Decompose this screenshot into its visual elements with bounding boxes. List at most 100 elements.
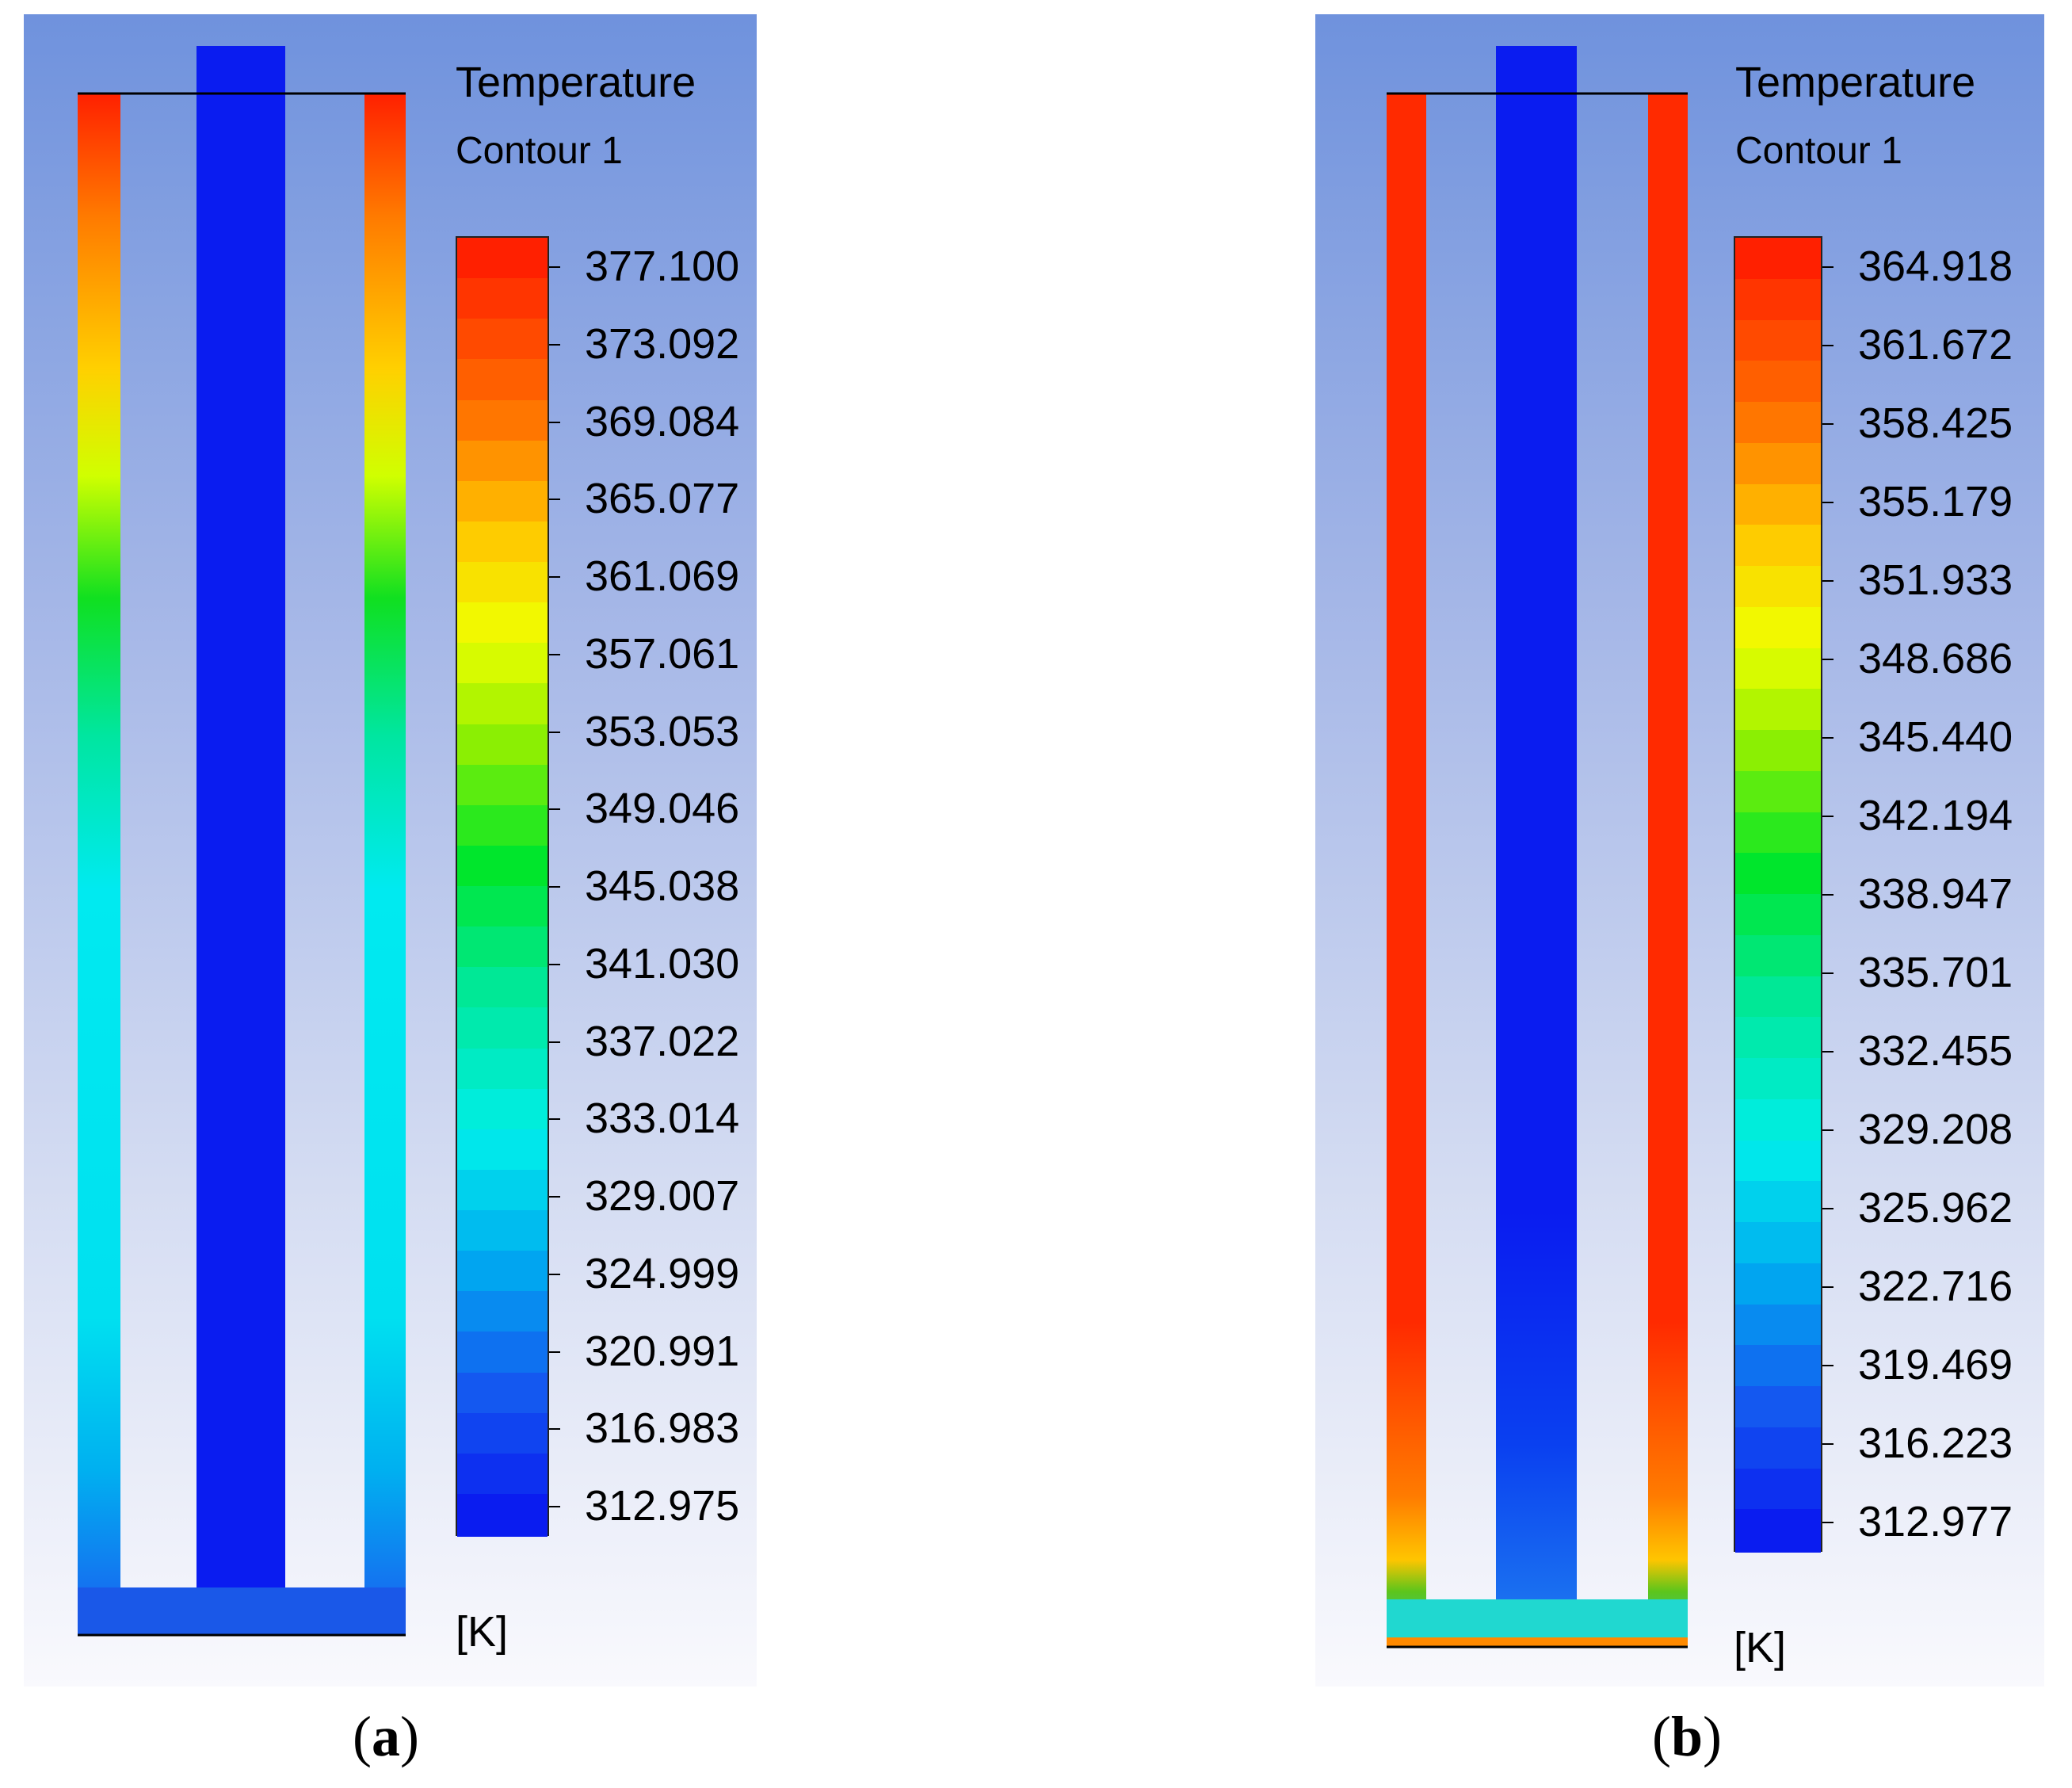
colorbar-band	[1735, 1222, 1821, 1266]
colorbar-band	[1735, 770, 1821, 815]
colorbar-tick-label: 369.084	[585, 397, 740, 445]
colorbar-tick-label: 338.947	[1858, 870, 2013, 918]
colorbar-tick-mark	[549, 808, 560, 811]
colorbar-band	[457, 886, 548, 930]
colorbar-band	[1735, 1427, 1821, 1471]
colorbar-tick-label: 361.069	[585, 552, 740, 600]
colorbar-tick-mark	[549, 963, 560, 965]
colorbar-tick-label: 335.701	[1858, 949, 2013, 996]
colorbar-band	[1735, 1304, 1821, 1348]
colorbar-tick-mark	[549, 499, 560, 501]
colorbar-tick-mark	[1822, 266, 1834, 268]
colorbar-tick-mark	[1822, 894, 1834, 896]
colorbar-tick-label: 324.999	[585, 1249, 740, 1297]
colorbar-band	[457, 1251, 548, 1294]
colorbar-tick-mark	[1822, 737, 1834, 739]
colorbar-tick-label: 358.425	[1858, 399, 2013, 447]
colorbar-b	[1734, 236, 1822, 1553]
right-wall-a	[364, 94, 406, 1623]
colorbar-tick-mark	[1822, 502, 1834, 503]
colorbar-band	[457, 359, 548, 403]
colorbar-tick-mark	[1822, 816, 1834, 817]
colorbar-band	[1735, 361, 1821, 405]
colorbar-band	[457, 602, 548, 646]
colorbar-band	[1735, 730, 1821, 774]
colorbar-band	[457, 683, 548, 727]
colorbar-tick-mark	[549, 1273, 560, 1275]
colorbar-band	[457, 1210, 548, 1254]
colorbar-band	[1735, 238, 1821, 282]
colorbar-tick-label: 365.077	[585, 475, 740, 523]
colorbar-band	[457, 845, 548, 889]
colorbar-band	[457, 521, 548, 565]
colorbar-band	[457, 1291, 548, 1335]
colorbar-tick-mark	[1822, 972, 1834, 974]
colorbar-tick-label: 364.918	[1858, 243, 2013, 290]
colorbar-band	[1735, 894, 1821, 938]
colorbar-tick-label: 329.007	[585, 1172, 740, 1220]
colorbar-band	[457, 1169, 548, 1213]
colorbar-band	[1735, 1140, 1821, 1184]
contour-panel-b: Temperature Contour 1 364.918 361.672 358.…	[1315, 14, 2044, 1687]
colorbar-band	[1735, 1098, 1821, 1143]
colorbar-band	[457, 1412, 548, 1457]
colorbar-band	[457, 724, 548, 767]
colorbar-tick-label: 345.038	[585, 862, 740, 910]
colorbar-band	[1735, 606, 1821, 651]
colorbar-band	[457, 643, 548, 686]
colorbar-tick-label: 373.092	[585, 319, 740, 368]
colorbar-tick-mark	[549, 1041, 560, 1043]
colorbar-tick-label: 361.672	[1858, 321, 2013, 369]
colorbar-tick-label: 355.179	[1858, 478, 2013, 525]
colorbar-tick-mark	[1822, 659, 1834, 660]
contour-panel-a: Temperature Contour 1 377.100 373.092 369.…	[24, 14, 757, 1687]
colorbar-tick-label: 377.100	[585, 243, 740, 290]
colorbar-band	[1735, 1181, 1821, 1225]
colorbar-band	[457, 278, 548, 322]
colorbar-tick-label: 319.469	[1858, 1341, 2013, 1389]
colorbar-tick-mark	[1822, 1051, 1834, 1053]
colorbar-band	[457, 480, 548, 525]
colorbar-tick-label: 345.440	[1858, 713, 2013, 761]
colorbar-tick-label: 349.046	[585, 785, 740, 833]
colorbar-tick-label: 333.014	[585, 1095, 740, 1143]
colorbar-band	[457, 440, 548, 484]
colorbar-band	[1735, 1017, 1821, 1061]
rod-b	[1496, 46, 1577, 1599]
caption-a: (a)	[353, 1705, 419, 1768]
colorbar-tick-label: 341.030	[585, 939, 740, 988]
colorbar-tick-label: 312.977	[1858, 1498, 2013, 1545]
colorbar-band	[1735, 402, 1821, 446]
colorbar-tick-label: 342.194	[1858, 792, 2013, 839]
colorbar-band	[457, 926, 548, 970]
colorbar-band	[457, 1048, 548, 1091]
colorbar-a	[456, 236, 549, 1538]
colorbar-band	[457, 238, 548, 281]
colorbar-band	[1735, 934, 1821, 979]
colorbar-tick-label: 351.933	[1858, 556, 2013, 604]
colorbar-tick-mark	[1822, 1208, 1834, 1209]
geometry-a	[78, 46, 406, 1637]
colorbar-band	[1735, 1263, 1821, 1307]
colorbar-band	[1735, 1345, 1821, 1389]
colorbar-band	[457, 764, 548, 808]
colorbar-tick-mark	[1822, 1443, 1834, 1445]
colorbar-tick-mark	[1822, 1365, 1834, 1366]
colorbar-tick-mark	[549, 1428, 560, 1431]
legend-subtitle-a: Contour 1	[456, 130, 623, 172]
colorbar-tick-mark	[1822, 345, 1834, 346]
caption-letter-b: b	[1670, 1705, 1704, 1768]
colorbar-band	[457, 1331, 548, 1375]
colorbar-band	[1735, 1509, 1821, 1553]
colorbar-tick-label: 332.455	[1858, 1027, 2013, 1075]
colorbar-band	[1735, 442, 1821, 487]
colorbar-tick-label: 353.053	[585, 707, 740, 755]
colorbar-tick-mark	[549, 576, 560, 578]
unit-label-b: [K]	[1734, 1624, 1787, 1671]
colorbar-tick-mark	[549, 1506, 560, 1507]
colorbar-band	[457, 319, 548, 362]
left-wall-a	[78, 94, 120, 1623]
colorbar-tick-mark	[1822, 1522, 1834, 1523]
colorbar-band	[1735, 689, 1821, 733]
colorbar-band	[1735, 648, 1821, 692]
